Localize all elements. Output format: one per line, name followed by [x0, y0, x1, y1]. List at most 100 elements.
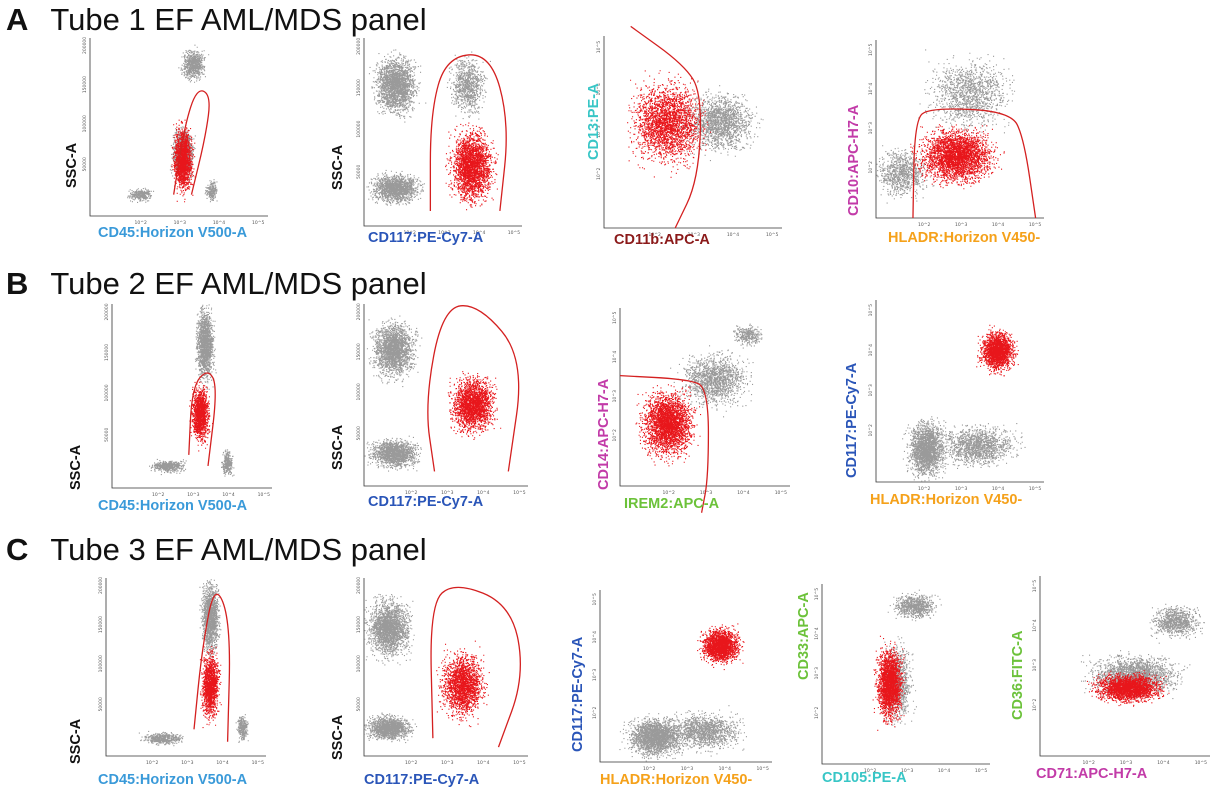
y-axis-label: SSC-A	[68, 444, 84, 490]
y-axis-label: CD117:PE-Cy7-A	[844, 362, 860, 478]
gated-events-points	[436, 640, 490, 728]
plot-a4: 10^2 10^3 10^4 10^5 10^2 10^3 10^4 10^5	[830, 30, 1080, 260]
x-tick-label: 10^4	[477, 760, 489, 766]
x-axis-label: CD105:PE-A	[822, 770, 907, 786]
y-tick-label: 150000	[98, 616, 104, 633]
gate-outline	[427, 305, 520, 472]
ungated-events	[1080, 603, 1205, 701]
plot-a1: 10^2 10^3 10^4 10^5 50000 100000 150000 200000	[40, 30, 300, 250]
gated-events-points	[445, 122, 499, 211]
y-axis-label: SSC-A	[330, 714, 346, 760]
x-tick-label: 10^2	[918, 222, 930, 228]
y-tick-label: 150000	[356, 343, 362, 360]
x-tick-label: 10^2	[918, 486, 930, 492]
gated-events	[445, 122, 499, 211]
axis-lines	[619, 308, 790, 487]
ungated-events	[619, 705, 747, 762]
plot-a3: 10^2 10^3 10^4 10^5 10^2 10^3 10^4 10^5	[570, 25, 820, 262]
y-tick-label: 10^5	[868, 44, 874, 56]
x-tick-label: 10^4	[727, 232, 739, 238]
y-tick-label: 50000	[98, 697, 104, 711]
x-tick-label: 10^2	[152, 492, 164, 498]
y-tick-label: 10^2	[868, 424, 874, 436]
row-letter: B	[6, 266, 29, 301]
x-tick-label: 10^4	[222, 492, 234, 498]
axis-lines	[363, 304, 528, 487]
y-axis-label: SSC-A	[330, 424, 346, 470]
x-tick-label: 10^4	[938, 768, 950, 774]
gated-events-points	[627, 70, 712, 178]
y-tick-label: 10^4	[612, 351, 618, 363]
gated-events	[872, 635, 907, 731]
x-tick-label: 10^2	[404, 230, 416, 236]
x-tick-label: 10^3	[1120, 760, 1132, 766]
x-tick-label: 10^5	[757, 766, 769, 772]
x-tick-label: 10^5	[1029, 486, 1041, 492]
row-title-a: A Tube 1 EF AML/MDS panel	[6, 2, 427, 38]
y-axis-label: SSC-A	[68, 718, 84, 764]
x-tick-label: 10^4	[477, 490, 489, 496]
y-axis-label: SSC-A	[64, 142, 80, 188]
y-tick-label: 200000	[356, 38, 362, 55]
x-tick-label: 10^3	[688, 232, 700, 238]
x-tick-label: 10^4	[216, 760, 228, 766]
y-tick-label: 10^2	[592, 707, 598, 719]
plot-c1: 10^2 10^3 10^4 10^5 50000 100000 150000 200000	[60, 570, 300, 790]
y-axis-label: CD13:PE-A	[586, 83, 602, 160]
scatter-plot-svg: 10^2 10^3 10^4 10^5 10^2 10^3 10^4 10^5	[868, 40, 1044, 228]
gate-outline	[173, 90, 210, 195]
y-tick-label: 10^2	[814, 707, 820, 719]
y-tick-label: 10^4	[868, 83, 874, 95]
y-tick-label: 100000	[98, 655, 104, 672]
gated-events-points	[1086, 670, 1170, 707]
gated-events	[189, 381, 214, 452]
ungated-events-points	[364, 593, 418, 744]
x-tick-label: 10^2	[663, 490, 675, 496]
y-axis-label: CD117:PE-Cy7-A	[570, 636, 586, 752]
x-axis-label: CD11b:APC-A	[614, 232, 710, 248]
y-tick-label: 200000	[104, 303, 110, 320]
gated-events	[1086, 670, 1170, 707]
gated-events-points	[199, 646, 222, 729]
scatter-plot-svg: 10^2 10^3 10^4 10^5 50000 100000 150000 200000	[104, 303, 272, 498]
ungated-events	[127, 44, 218, 203]
x-tick-label: 10^5	[1195, 760, 1207, 766]
y-tick-label: 10^5	[596, 41, 602, 53]
x-tick-label: 10^3	[181, 760, 193, 766]
y-tick-label: 10^3	[612, 390, 618, 402]
row-letter: C	[6, 532, 29, 567]
gate-outline	[193, 593, 231, 742]
x-tick-label: 10^5	[258, 492, 270, 498]
ungated-events	[675, 81, 764, 162]
plot-c2: 10^2 10^3 10^4 10^5 50000 100000 150000 200000	[310, 570, 560, 790]
axis-lines	[603, 36, 782, 229]
y-tick-label: 150000	[356, 616, 362, 633]
gated-events-points	[976, 324, 1019, 377]
ungated-events-points	[127, 44, 218, 203]
gated-events-points	[635, 380, 702, 467]
gate-outline	[630, 25, 702, 229]
gated-events-points	[697, 623, 745, 671]
ungated-events	[138, 579, 249, 747]
scatter-plot-svg: 10^2 10^3 10^4 10^5 50000 100000 150000 200000	[356, 38, 522, 236]
plot-b2: 10^2 10^3 10^4 10^5 50000 100000 150000 200000	[310, 296, 560, 520]
x-tick-label: 10^5	[252, 220, 264, 226]
ungated-events	[902, 416, 1026, 482]
y-tick-label: 50000	[356, 697, 362, 711]
plot-c4: 10^2 10^3 10^4 10^5 10^2 10^3 10^4 10^5	[790, 576, 1010, 788]
y-tick-label: 50000	[356, 165, 362, 179]
gated-events	[976, 324, 1019, 377]
y-tick-label: 10^3	[814, 667, 820, 679]
x-tick-label: 10^5	[1029, 222, 1041, 228]
ungated-events	[149, 304, 235, 477]
x-tick-label: 10^4	[737, 490, 749, 496]
y-tick-label: 150000	[82, 76, 88, 93]
y-tick-label: 10^4	[868, 344, 874, 356]
scatter-plot-svg: 10^2 10^3 10^4 10^5 10^2 10^3 10^4 10^5	[1032, 576, 1210, 766]
gated-events	[910, 124, 1005, 190]
x-tick-label: 10^5	[775, 490, 787, 496]
y-tick-label: 10^4	[592, 631, 598, 643]
gated-events	[627, 70, 712, 178]
y-tick-label: 10^5	[1032, 580, 1038, 592]
y-axis-label: CD14:APC-H7-A	[596, 378, 612, 490]
